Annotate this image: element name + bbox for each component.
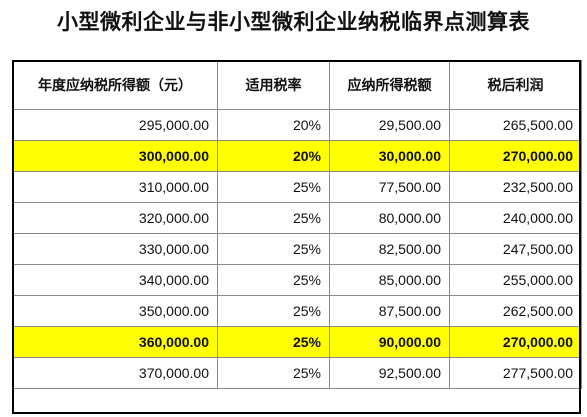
cell-after-tax-profit: 232,500.00 <box>449 171 582 203</box>
cell-after-tax-profit: 262,500.00 <box>449 295 582 327</box>
cell-tax-rate: 25% <box>217 233 330 265</box>
table-row: 360,000.00 25% 90,000.00 270,000.00 <box>12 326 582 358</box>
cell-tax-payable: 30,000.00 <box>329 140 450 172</box>
cell-tax-rate: 25% <box>217 326 330 358</box>
table-row: 295,000.00 20% 29,500.00 265,500.00 <box>12 109 582 141</box>
table-row: 340,000.00 25% 85,000.00 255,000.00 <box>12 264 582 296</box>
cell-tax-payable: 77,500.00 <box>329 171 450 203</box>
cell-tax-payable: 85,000.00 <box>329 264 450 296</box>
cell-tax-payable: 92,500.00 <box>329 357 450 389</box>
cell-tax-payable: 87,500.00 <box>329 295 450 327</box>
cell-after-tax-profit: 240,000.00 <box>449 202 582 234</box>
cell-tax-rate: 20% <box>217 109 330 141</box>
cell-tax-rate: 25% <box>217 357 330 389</box>
column-header-after-tax-profit: 税后利润 <box>449 60 582 110</box>
cell-taxable-income: 320,000.00 <box>12 202 218 234</box>
column-header-tax-payable: 应纳所得税额 <box>329 60 450 110</box>
table-row: 300,000.00 20% 30,000.00 270,000.00 <box>12 140 582 172</box>
cell-taxable-income: 340,000.00 <box>12 264 218 296</box>
cell-after-tax-profit: 270,000.00 <box>449 140 582 172</box>
cell-tax-rate: 25% <box>217 295 330 327</box>
cell-after-tax-profit: 255,000.00 <box>449 264 582 296</box>
cell-taxable-income: 350,000.00 <box>12 295 218 327</box>
cell-tax-rate: 25% <box>217 171 330 203</box>
table-row: 310,000.00 25% 77,500.00 232,500.00 <box>12 171 582 203</box>
table-row: 330,000.00 25% 82,500.00 247,500.00 <box>12 233 582 265</box>
table-row: 320,000.00 25% 80,000.00 240,000.00 <box>12 202 582 234</box>
cell-after-tax-profit: 247,500.00 <box>449 233 582 265</box>
table-row: 370,000.00 25% 92,500.00 277,500.00 <box>12 357 582 389</box>
cell-after-tax-profit: 277,500.00 <box>449 357 582 389</box>
cell-taxable-income: 360,000.00 <box>12 326 218 358</box>
column-header-taxable-income: 年度应纳税所得额（元） <box>12 60 218 110</box>
page-title: 小型微利企业与非小型微利企业纳税临界点测算表 <box>57 10 530 34</box>
cell-taxable-income: 310,000.00 <box>12 171 218 203</box>
table-header-row: 年度应纳税所得额（元） 适用税率 应纳所得税额 税后利润 <box>12 60 582 110</box>
cell-taxable-income: 300,000.00 <box>12 140 218 172</box>
cell-tax-rate: 25% <box>217 202 330 234</box>
cell-after-tax-profit: 270,000.00 <box>449 326 582 358</box>
tax-threshold-table: 年度应纳税所得额（元） 适用税率 应纳所得税额 税后利润 295,000.00 … <box>12 60 582 389</box>
column-header-tax-rate: 适用税率 <box>217 60 330 110</box>
cell-tax-payable: 82,500.00 <box>329 233 450 265</box>
cell-taxable-income: 295,000.00 <box>12 109 218 141</box>
cell-after-tax-profit: 265,500.00 <box>449 109 582 141</box>
table-row: 350,000.00 25% 87,500.00 262,500.00 <box>12 295 582 327</box>
cell-tax-payable: 90,000.00 <box>329 326 450 358</box>
cell-tax-rate: 25% <box>217 264 330 296</box>
cell-taxable-income: 370,000.00 <box>12 357 218 389</box>
cell-tax-payable: 29,500.00 <box>329 109 450 141</box>
cell-tax-rate: 20% <box>217 140 330 172</box>
cell-taxable-income: 330,000.00 <box>12 233 218 265</box>
cell-tax-payable: 80,000.00 <box>329 202 450 234</box>
